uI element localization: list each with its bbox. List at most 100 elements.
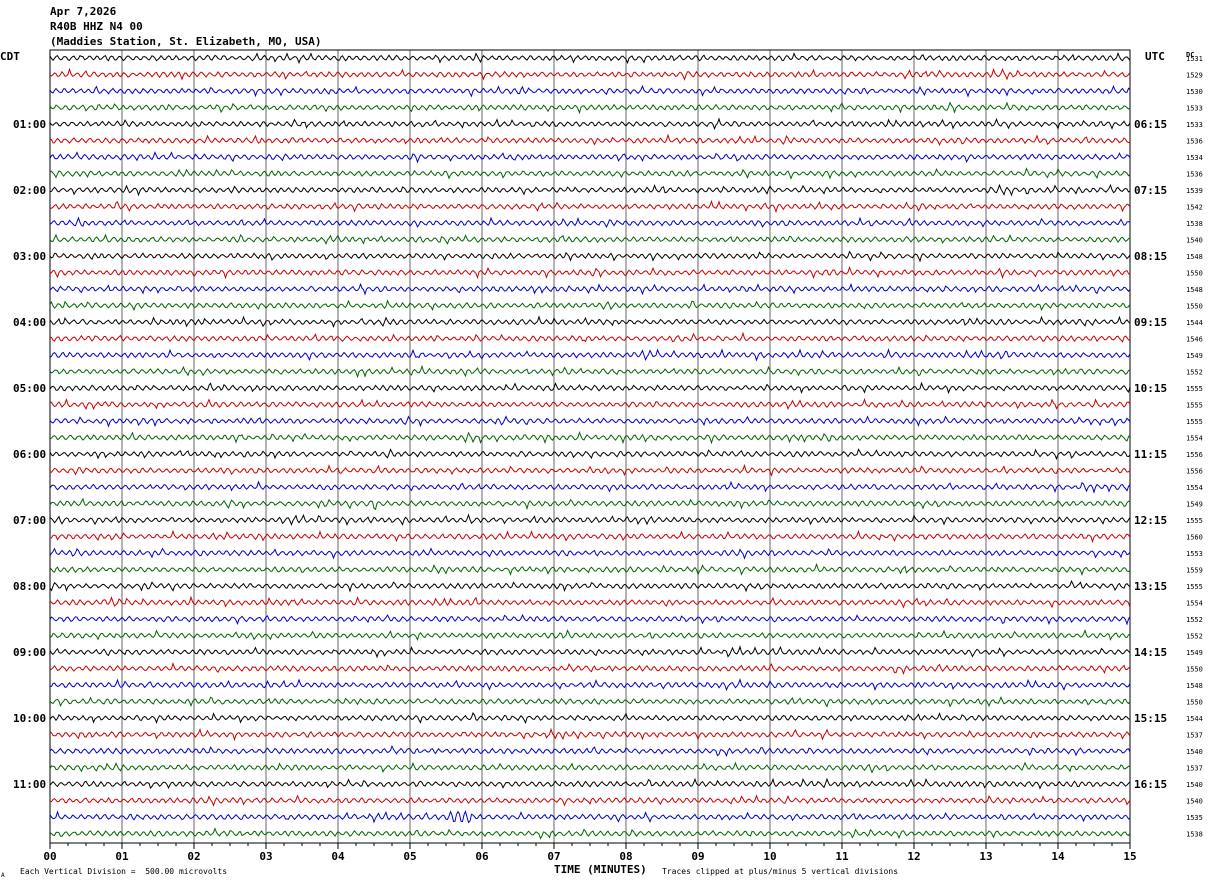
dc-offset-label: 1539 [1186, 187, 1203, 195]
dc-offset-label: 1555 [1186, 418, 1203, 426]
dc-offset-label: 1550 [1186, 270, 1203, 278]
dc-offset-label: 1555 [1186, 385, 1203, 393]
seismic-trace [49, 233, 1131, 246]
dc-offset-label: 1540 [1186, 781, 1203, 789]
dc-offset-label: 1549 [1186, 501, 1203, 509]
seismic-trace [49, 727, 1131, 742]
cdt-label: CDT [0, 50, 20, 63]
seismic-trace [49, 415, 1131, 428]
x-tick-label: 00 [43, 850, 56, 863]
x-tick-label: 14 [1051, 850, 1065, 863]
seismic-trace [49, 711, 1131, 725]
header-station: (Maddies Station, St. Elizabeth, MO, USA… [50, 35, 322, 48]
dc-offset-label: 1552 [1186, 616, 1203, 624]
seismic-trace [49, 117, 1131, 131]
cdt-hour-label: 11:00 [13, 778, 46, 791]
dc-offset-label: 1529 [1186, 72, 1203, 80]
scale-note: Each Vertical Division = 500.00 microvol… [20, 867, 228, 876]
x-tick-label: 08 [619, 850, 632, 863]
dc-offset-label: 1549 [1186, 352, 1203, 360]
dc-offset-label: 1546 [1186, 336, 1203, 344]
dc-offset-label: 1548 [1186, 286, 1203, 294]
seismic-trace [49, 827, 1131, 840]
dc-offset-label: 1534 [1186, 154, 1203, 162]
x-tick-label: 12 [907, 850, 920, 863]
utc-hour-label: 15:15 [1134, 712, 1167, 725]
utc-hour-label: 06:15 [1134, 118, 1167, 131]
seismic-trace [49, 266, 1131, 280]
seismic-trace [49, 513, 1131, 526]
seismic-trace [49, 562, 1131, 577]
dc-offset-label: 1555 [1186, 402, 1203, 410]
dc-offset-label: 1535 [1186, 814, 1203, 822]
seismic-trace [49, 348, 1131, 362]
x-tick-label: 02 [187, 850, 200, 863]
seismic-trace [50, 678, 1131, 692]
seismic-trace [49, 299, 1131, 312]
dc-offset-label: 1544 [1186, 715, 1203, 723]
utc-hour-label: 07:15 [1134, 184, 1167, 197]
x-tick-label: 13 [979, 850, 992, 863]
seismic-trace [49, 151, 1131, 164]
seismic-trace [49, 448, 1131, 461]
seismic-trace [49, 381, 1131, 395]
cdt-hour-label: 06:00 [13, 448, 46, 461]
dc-offset-label: 1552 [1186, 369, 1203, 377]
seismic-trace [49, 183, 1131, 197]
seismic-trace [49, 364, 1131, 379]
dc-offset-label: 1542 [1186, 204, 1203, 212]
seismic-trace [49, 696, 1131, 708]
utc-hour-label: 14:15 [1134, 646, 1167, 659]
dc-offset-label: 1544 [1186, 319, 1203, 327]
seismic-trace [49, 744, 1131, 758]
seismic-trace [49, 315, 1131, 329]
dc-offset-label: 1536 [1186, 138, 1203, 146]
x-tick-label: 05 [403, 850, 416, 863]
seismic-trace [49, 250, 1131, 263]
x-tick-label: 10 [763, 850, 776, 863]
cdt-hour-label: 05:00 [13, 382, 46, 395]
dc-offset-label: 1537 [1186, 765, 1203, 773]
dc-offset-label: 1536 [1186, 171, 1203, 179]
seismic-trace [49, 101, 1131, 115]
seismic-trace [49, 595, 1131, 609]
seismic-trace [49, 777, 1131, 790]
dc-offset-label: 1530 [1186, 88, 1203, 96]
dc-offset-label: 1550 [1186, 303, 1203, 311]
plot-frame [49, 49, 1131, 844]
seismic-trace [49, 497, 1131, 511]
x-tick-label: 07 [547, 850, 560, 863]
cdt-hour-label: 02:00 [13, 184, 46, 197]
utc-hour-label: 11:15 [1134, 448, 1167, 461]
seismic-trace [49, 480, 1131, 494]
dc-offset-label: 1555 [1186, 583, 1203, 591]
seismic-trace [49, 67, 1131, 81]
x-tick-label: 15 [1123, 850, 1136, 863]
dc-offset-label: 1556 [1186, 468, 1203, 476]
cdt-hour-label: 09:00 [13, 646, 46, 659]
seismic-trace [49, 529, 1131, 543]
seismic-trace [49, 431, 1131, 445]
utc-hour-label: 10:15 [1134, 382, 1167, 395]
seismic-trace [49, 810, 1131, 824]
dc-offset-label: 1552 [1186, 633, 1203, 641]
cdt-hour-label: 08:00 [13, 580, 46, 593]
utc-hour-label: 08:15 [1134, 250, 1167, 263]
x-tick-label: 11 [835, 850, 849, 863]
dc-offset-label: 1531 [1186, 55, 1203, 63]
seismic-trace [49, 216, 1131, 228]
seismic-trace [49, 199, 1131, 214]
header-channel: R40B HHZ N4 00 [50, 20, 143, 33]
dc-offset-label: 1559 [1186, 567, 1203, 575]
seismic-trace [49, 282, 1131, 296]
x-tick-label: 09 [691, 850, 704, 863]
seismic-trace [49, 794, 1131, 807]
x-tick-label: 04 [331, 850, 345, 863]
dc-offset-label: 1560 [1186, 534, 1203, 542]
dc-offset-label: 1540 [1186, 237, 1203, 245]
seismic-trace [49, 547, 1131, 560]
utc-hour-label: 09:15 [1134, 316, 1167, 329]
dc-offset-label: 1554 [1186, 484, 1203, 492]
dc-offset-label: 1554 [1186, 600, 1203, 608]
